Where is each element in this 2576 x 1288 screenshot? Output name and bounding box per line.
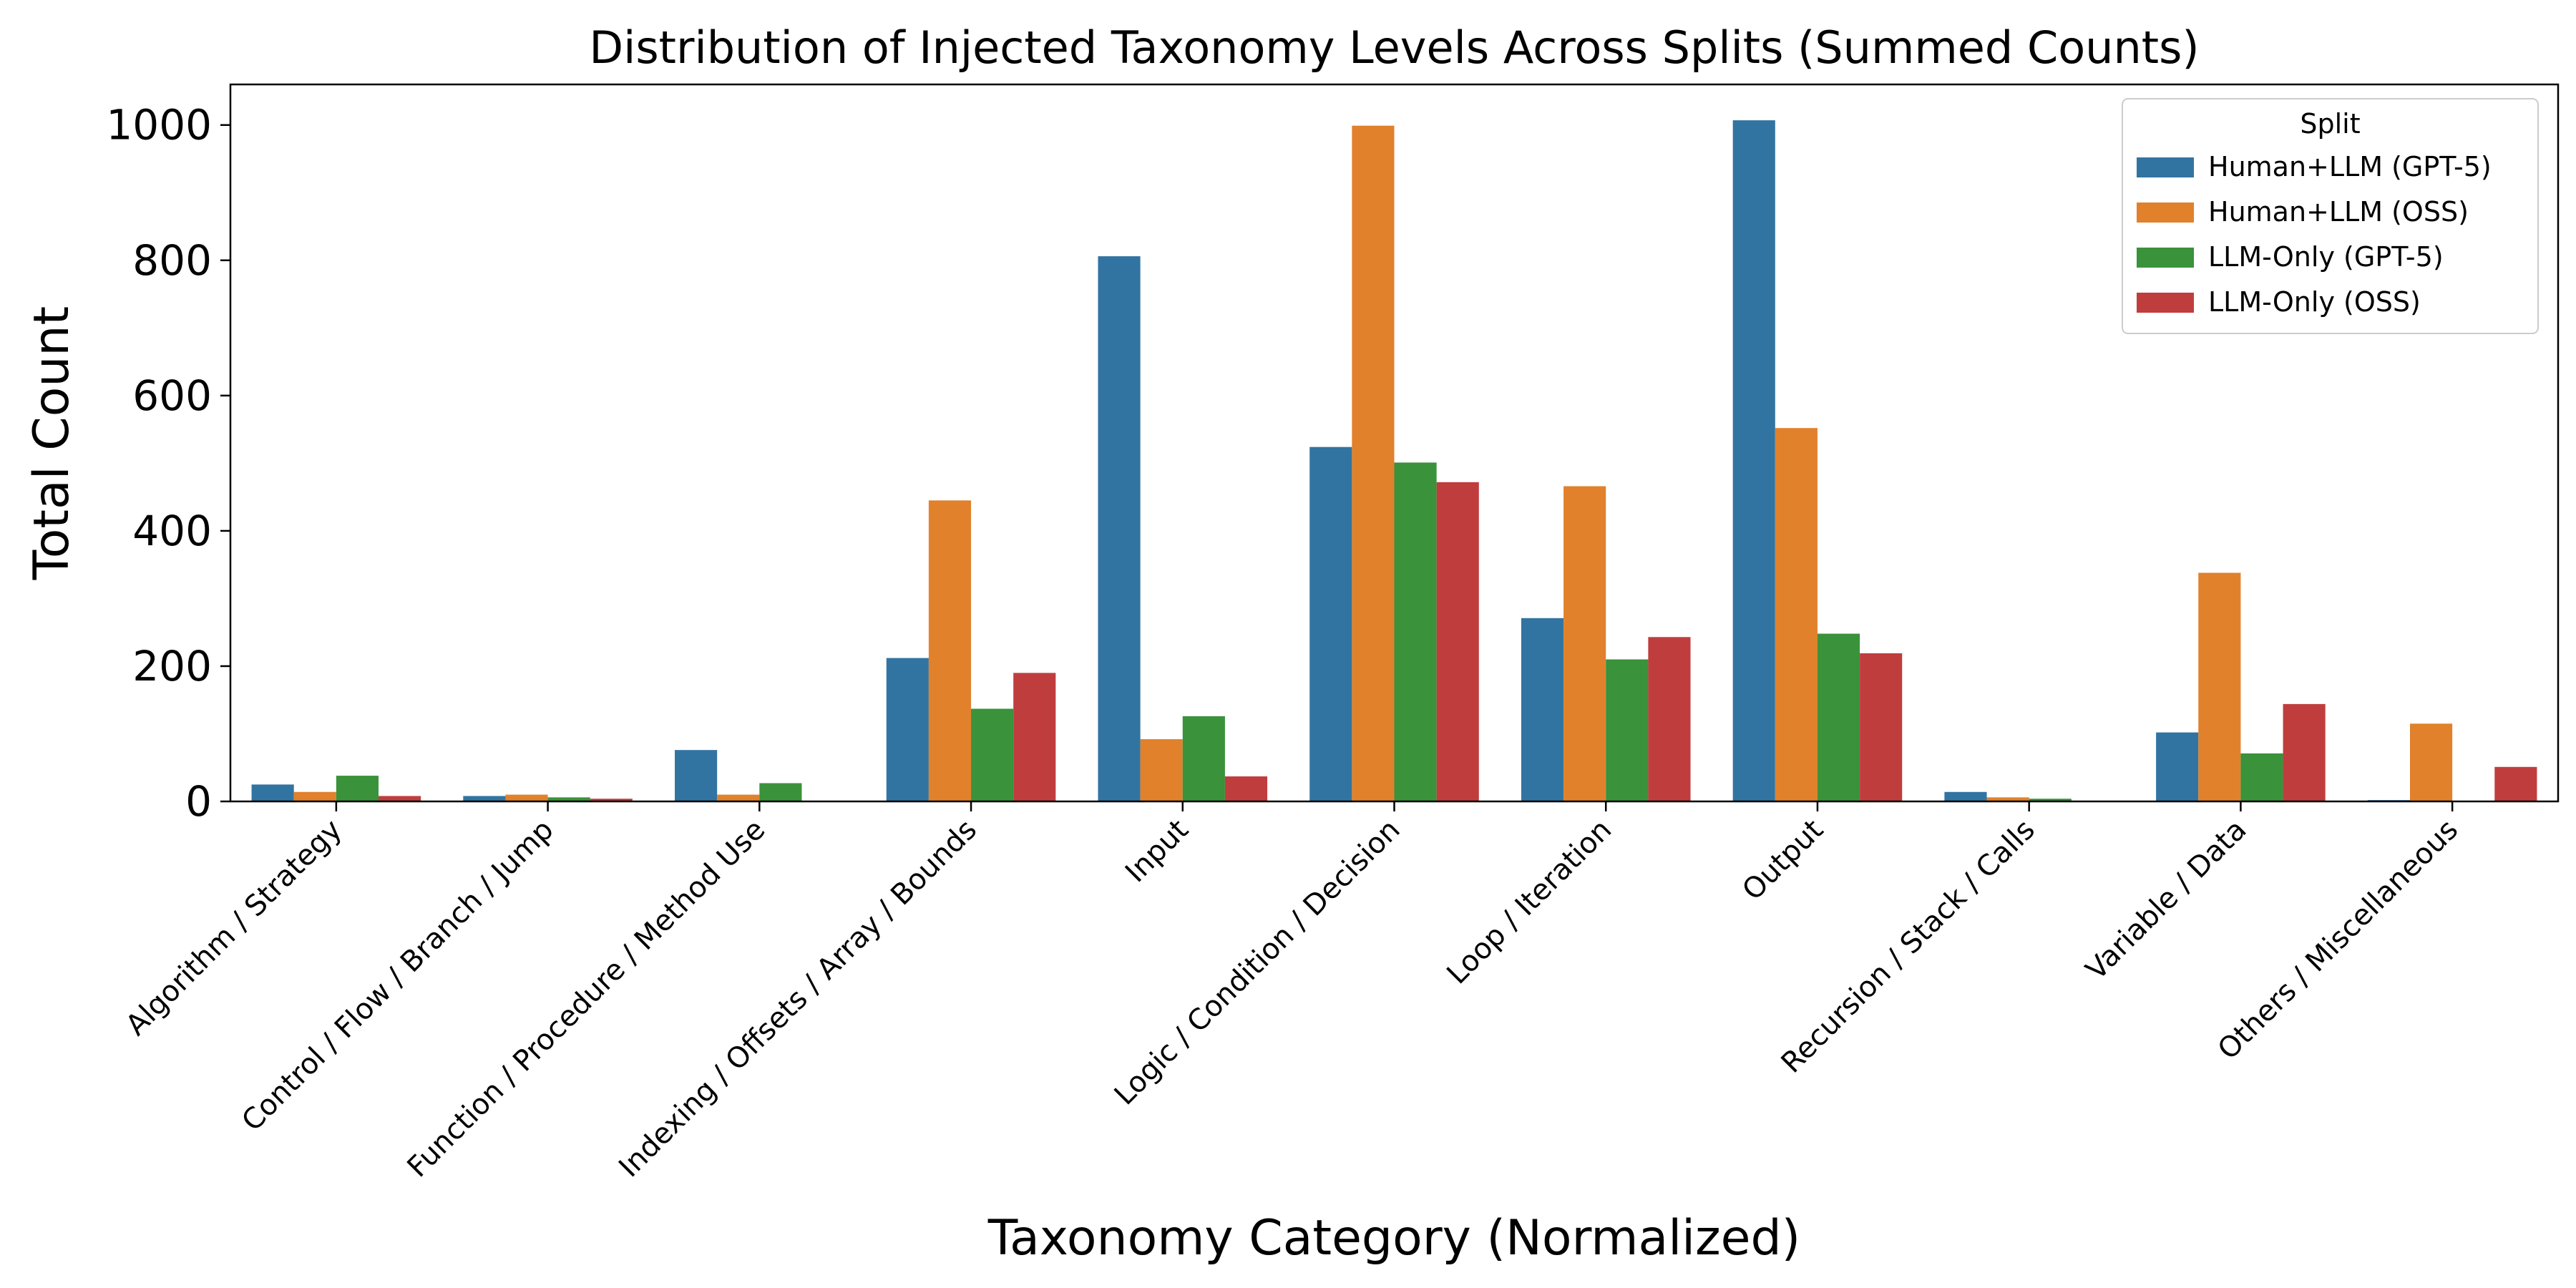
bar [1732,120,1775,802]
x-tick-label: Output [1736,814,1830,907]
bar [2198,572,2241,801]
bar [1394,462,1437,801]
bar [505,794,548,801]
chart-title: Distribution of Injected Taxonomy Levels… [589,21,2199,74]
legend-label: LLM-Only (GPT-5) [2208,241,2444,273]
legend: Split Human+LLM (GPT-5) Human+LLM (OSS) LLM… [2122,98,2539,334]
bar [590,799,633,801]
bar [1182,716,1225,801]
bar [759,783,802,801]
bar [379,796,421,801]
y-tick-label: 0 [185,777,212,826]
bar [1436,482,1479,801]
legend-box [2122,98,2539,334]
x-tick-label: Variable / Data [2079,814,2253,987]
bar [1563,486,1606,801]
legend-label: LLM-Only (OSS) [2208,286,2421,318]
x-tick-label: Loop / Iteration [1440,814,1618,991]
x-axis-label: Taxonomy Category (Normalized) [987,1210,1800,1267]
bar [1944,791,1987,801]
x-tick-label: Algorithm / Strategy [119,814,348,1043]
bar [1521,618,1564,801]
y-tick-label: 200 [132,642,212,691]
bar [1224,776,1268,801]
legend-swatch [2137,248,2194,268]
bar [2409,723,2453,801]
legend-swatch [2137,157,2194,177]
x-tick-label: Function / Procedure / Method Use [401,814,772,1184]
legend-swatch [2137,203,2194,223]
bar [717,794,760,801]
legend-swatch [2137,293,2194,313]
bar [2494,766,2537,801]
legend-title: Split [2300,108,2360,140]
y-tick-label: 400 [132,507,212,555]
y-tick-label: 800 [132,236,212,285]
bar [2029,799,2072,801]
bar [1817,633,1860,801]
bar [1309,447,1352,801]
bar [251,784,294,801]
bar [1606,659,1649,801]
bar [463,796,506,801]
y-tick-label: 600 [132,371,212,420]
y-tick-label: 1000 [106,101,212,150]
bar [1648,637,1691,801]
bar [1013,673,1056,801]
bar [2283,703,2326,801]
bar [971,708,1014,801]
bar [293,791,336,801]
bar [1140,739,1183,801]
bar [1986,797,2029,801]
bar [2156,732,2199,801]
x-tick-label: Input [1119,814,1195,889]
x-tick-label: Others / Miscellaneous [2212,814,2464,1066]
bar [2240,753,2283,801]
bar [336,776,379,801]
legend-label: Human+LLM (OSS) [2208,196,2469,228]
bar [1860,653,1903,801]
bar [1775,428,1818,801]
bar [675,750,718,801]
bar [1098,256,1141,801]
legend-label: Human+LLM (GPT-5) [2208,151,2492,182]
bar [886,658,929,801]
bar [547,797,590,801]
x-tick-label: Recursion / Stack / Calls [1775,814,2041,1080]
y-axis-label: Total Count [24,306,80,580]
bar [928,500,972,801]
x-tick-label: Indexing / Offsets / Array / Bounds [613,814,983,1184]
bar [1352,125,1395,802]
